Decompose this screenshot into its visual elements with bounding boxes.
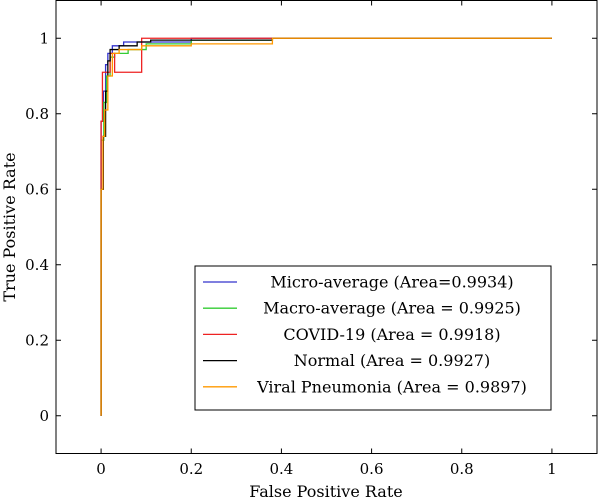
legend: Micro-average (Area=0.9934) Macro-average… [194,265,552,411]
x-tick-label: 0.8 [450,460,474,478]
y-tick-label: 0.2 [25,331,49,349]
x-tick-label: 1 [547,460,557,478]
legend-box [194,265,552,411]
curves-layer [100,37,552,416]
x-tick-label: 0 [96,460,106,478]
y-tick-label: 0.8 [25,105,49,123]
y-tick-label: 0 [39,407,49,425]
legend-label: Normal (Area = 0.9927) [294,351,490,370]
legend-label: Viral Pneumonia (Area = 0.9897) [256,377,527,396]
legend-label: Macro-average (Area = 0.9925) [263,299,521,318]
legend-label: COVID-19 (Area = 0.9918) [283,325,500,344]
x-tick-label: 0.4 [269,460,293,478]
x-tick-label: 0.2 [179,460,203,478]
y-tick-label: 0.4 [25,256,49,274]
x-tick-label: 0.6 [360,460,384,478]
ticks-layer: 0 0.2 0.4 0.6 0.8 1 0 0.2 0.4 0.6 0.8 1 [25,0,597,478]
y-tick-label: 1 [39,29,49,47]
y-tick-label: 0.6 [25,180,49,198]
legend-label: Micro-average (Area=0.9934) [270,273,513,292]
x-axis-title: False Positive Rate [249,482,403,501]
plot-frame [55,0,598,454]
series-line-4 [100,37,552,416]
y-axis-title: True Positive Rate [0,152,19,301]
